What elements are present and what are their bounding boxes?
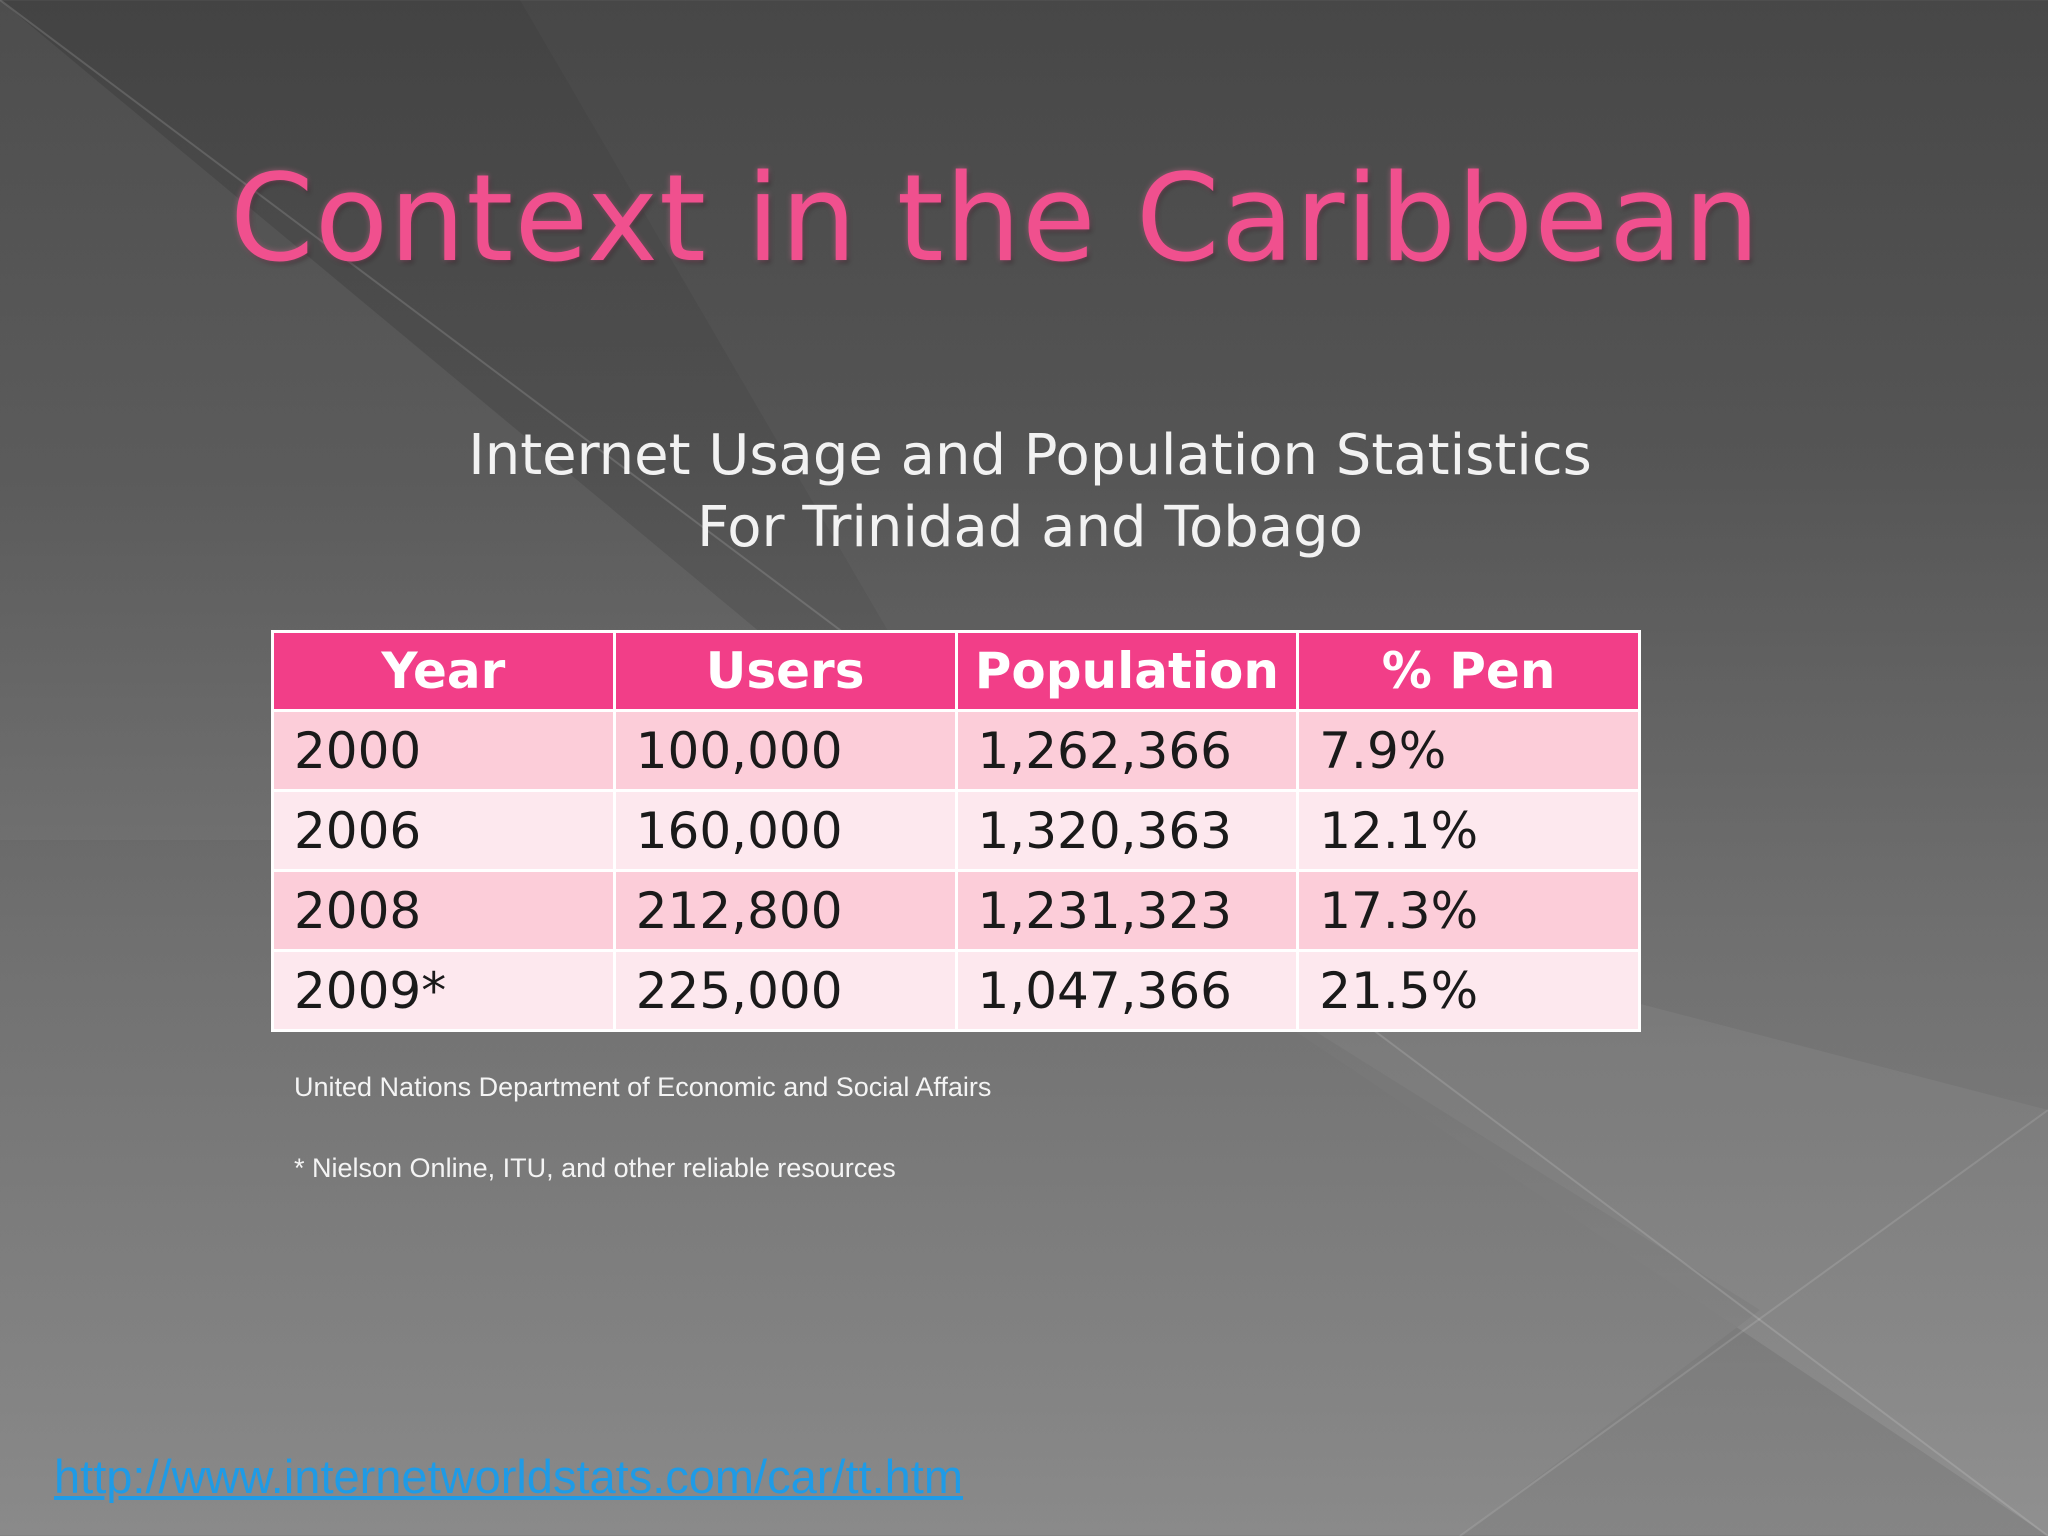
- year-cell: 2006: [271, 789, 616, 872]
- source-url-link[interactable]: http://www.internetworldstats.com/car/tt…: [54, 1450, 963, 1503]
- table-caption-line-2: For Trinidad and Tobago: [697, 495, 1363, 560]
- year-cell: 2008: [271, 869, 616, 952]
- penetration-cell: 12.1%: [1296, 789, 1641, 872]
- penetration-cell: 7.9%: [1296, 709, 1641, 792]
- table-caption: Internet Usage and Population Statistics…: [0, 420, 2048, 564]
- table-row: 2008 212,800 1,231,323 17.3%: [271, 869, 1641, 952]
- column-header-users: Users: [612, 630, 958, 712]
- table-row: 2000 100,000 1,262,366 7.9%: [271, 709, 1641, 792]
- slide-title: Context in the Caribbean: [230, 150, 1761, 289]
- table-row: 2006 160,000 1,320,363 12.1%: [271, 789, 1641, 872]
- internet-stats-table: Year Users Population % Pen 2000 100,000…: [271, 630, 1641, 1032]
- penetration-cell: 21.5%: [1296, 949, 1641, 1032]
- column-header-population: Population: [954, 630, 1300, 712]
- table-row: 2009* 225,000 1,047,366 21.5%: [271, 949, 1641, 1032]
- year-cell: 2000: [271, 709, 616, 792]
- column-header-year: Year: [271, 630, 616, 712]
- source-note-nielson: * Nielson Online, ITU, and other reliabl…: [294, 1153, 896, 1183]
- penetration-cell: 17.3%: [1296, 869, 1641, 952]
- population-cell: 1,047,366: [954, 949, 1300, 1032]
- table-header-row: Year Users Population % Pen: [271, 630, 1641, 712]
- population-cell: 1,320,363: [954, 789, 1300, 872]
- users-cell: 212,800: [612, 869, 958, 952]
- users-cell: 100,000: [612, 709, 958, 792]
- year-cell: 2009*: [271, 949, 616, 1032]
- users-cell: 225,000: [612, 949, 958, 1032]
- population-cell: 1,262,366: [954, 709, 1300, 792]
- population-cell: 1,231,323: [954, 869, 1300, 952]
- column-header-penetration: % Pen: [1296, 630, 1641, 712]
- table-caption-line-1: Internet Usage and Population Statistics: [468, 423, 1592, 488]
- source-note-un: United Nations Department of Economic an…: [294, 1072, 992, 1102]
- users-cell: 160,000: [612, 789, 958, 872]
